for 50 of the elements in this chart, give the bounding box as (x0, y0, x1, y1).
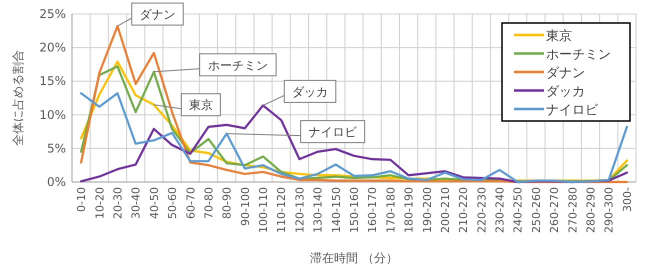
legend-label: 東京 (546, 29, 572, 44)
annotation: ホーチミン (208, 58, 268, 72)
x-tick-label: 200-210 (438, 187, 452, 233)
x-tick-label: 50-60 (166, 187, 180, 219)
x-tick-label: 190-200 (420, 187, 434, 233)
y-tick-label: 15% (39, 74, 66, 88)
x-tick-label: 0-10 (75, 187, 88, 212)
x-axis-title: 滞在時間 （分） (310, 251, 398, 265)
x-tick-label: 110-120 (275, 187, 288, 233)
annotation: ナイロビ (308, 125, 358, 140)
x-tick-label: 170-180 (384, 187, 398, 233)
x-tick-label: 90-100 (238, 187, 252, 226)
x-tick-label: 140-150 (330, 187, 343, 233)
x-tick-label: 220-230 (475, 187, 488, 233)
x-tick-label: 230-240 (494, 187, 507, 233)
y-tick-label: 5% (46, 141, 66, 156)
x-tick-label: 180-190 (402, 187, 416, 233)
x-tick-label: 130-140 (312, 187, 325, 233)
annotation: ダッカ (292, 84, 328, 99)
y-tick-label: 0% (46, 175, 66, 189)
x-tick-label: 280-290 (584, 187, 598, 233)
y-tick-label: 25% (39, 7, 66, 21)
x-tick-label: 290-300 (602, 187, 616, 233)
x-tick-label: 30-40 (130, 187, 143, 219)
y-tick-label: 10% (39, 108, 66, 122)
x-tick-label: 250-260 (530, 187, 543, 233)
x-tick-label: 20-30 (111, 187, 124, 219)
x-tick-label: 80-90 (220, 187, 234, 219)
legend-label: ナイロビ (546, 103, 599, 118)
x-tick-label: 240-250 (512, 187, 525, 233)
legend-label: ダナン (546, 66, 585, 81)
x-tick-label: 10-20 (93, 187, 106, 219)
x-tick-label: 260-270 (548, 187, 562, 233)
x-tick-label: 270-280 (566, 187, 580, 233)
x-tick-label: 300- (620, 186, 634, 212)
y-tick-label: 20% (39, 40, 66, 55)
x-tick-label: 210-220 (457, 187, 470, 233)
x-tick-label: 150-160 (348, 187, 361, 233)
annotation: ダナン (139, 8, 176, 22)
x-tick-label: 40-50 (148, 187, 161, 219)
legend-label: ホーチミン (546, 48, 611, 62)
x-tick-label: 160-170 (366, 187, 380, 233)
x-tick-label: 120-130 (293, 187, 306, 233)
x-tick-label: 100-110 (257, 187, 270, 233)
line-series (80, 25, 628, 184)
y-axis-title: 全体に占める割合 (11, 50, 25, 146)
x-tick-label: 60-70 (184, 187, 198, 219)
x-tick-label: 70-80 (202, 187, 216, 219)
annotation: 東京 (188, 98, 213, 112)
legend-label: ダッカ (546, 84, 585, 100)
